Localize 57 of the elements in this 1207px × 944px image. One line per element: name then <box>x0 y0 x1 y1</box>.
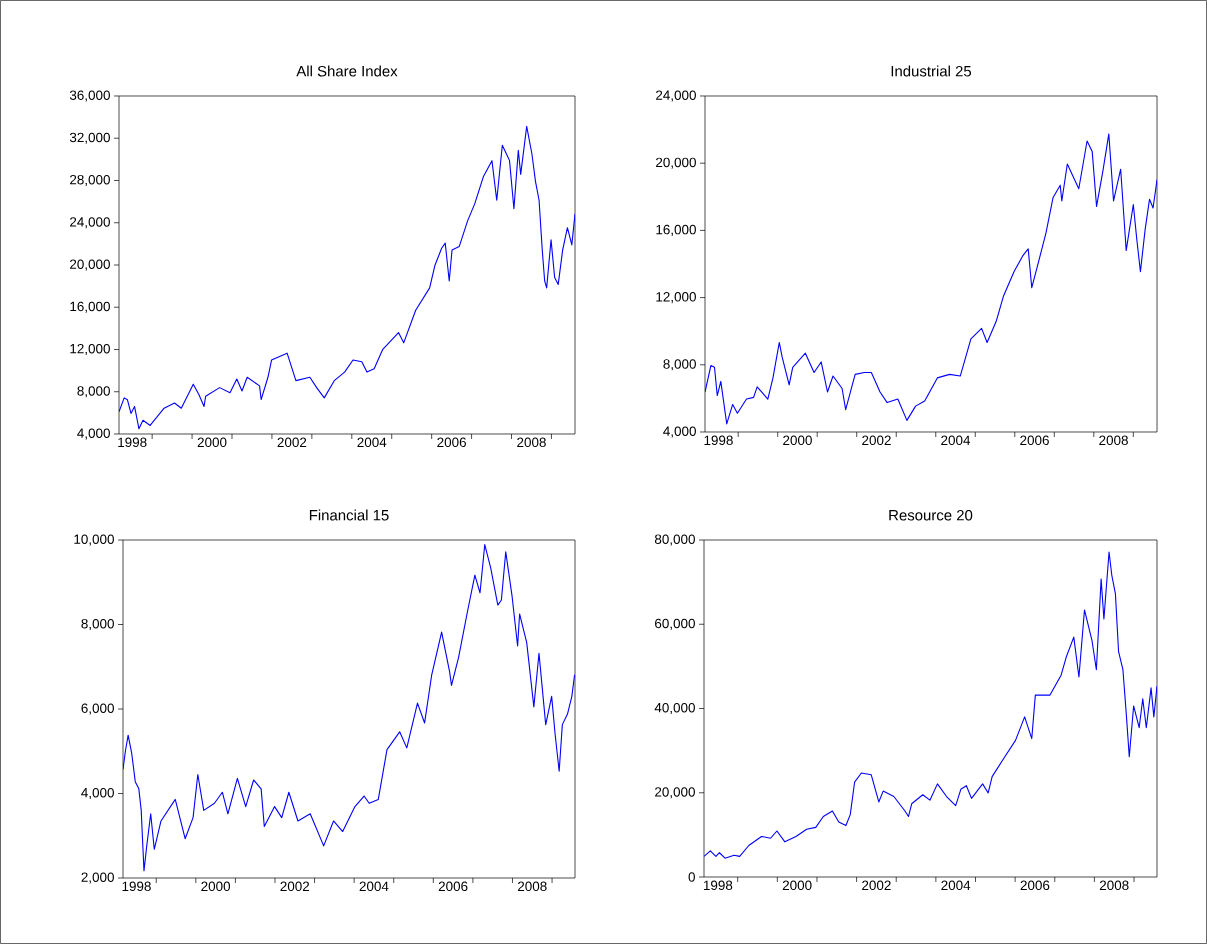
line-series <box>123 544 576 872</box>
y-tick-label: 12,000 <box>656 292 696 304</box>
y-tick-label: 8,000 <box>77 386 110 398</box>
y-tick-label: 24,000 <box>656 90 696 102</box>
x-tick-label: 2006 <box>1020 880 1050 891</box>
y-tick-label: 4,000 <box>77 428 110 440</box>
y-tick-label: 0 <box>688 872 695 882</box>
x-tick-label: 1998 <box>122 881 151 892</box>
x-tick-label: 2006 <box>437 437 466 448</box>
x-tick-label: 1998 <box>118 437 147 448</box>
y-tick-label: 8,000 <box>663 359 696 371</box>
x-tick-label: 1998 <box>704 435 733 446</box>
x-tick-label: 2008 <box>1099 435 1128 446</box>
x-tick-label: 2008 <box>517 437 546 448</box>
x-tick-label: 2004 <box>941 435 971 446</box>
x-tick-label: 2000 <box>783 435 812 446</box>
x-tick-label: 2006 <box>1020 435 1049 446</box>
y-tick-label: 2,000 <box>81 872 114 884</box>
y-tick-label: 8,000 <box>81 618 114 631</box>
y-tick-label: 4,000 <box>81 787 114 800</box>
x-tick-label: 2004 <box>359 881 389 892</box>
chart-title: Resource 20 <box>889 509 973 521</box>
line-series <box>705 133 1158 425</box>
y-tick-label: 80,000 <box>654 534 695 546</box>
y-tick-label: 28,000 <box>70 174 110 187</box>
line-series <box>119 125 576 430</box>
x-tick-label: 2000 <box>201 881 231 892</box>
x-tick-label: 2006 <box>438 881 468 892</box>
chart-title: Industrial 25 <box>891 65 972 77</box>
x-tick-label: 2008 <box>1099 880 1129 891</box>
y-tick-label: 24,000 <box>70 217 110 229</box>
y-tick-label: 12,000 <box>70 343 110 356</box>
x-tick-label: 2002 <box>277 437 307 448</box>
y-tick-label: 20,000 <box>655 787 695 799</box>
x-tick-label: 2002 <box>862 435 891 446</box>
y-tick-label: 20,000 <box>656 157 696 169</box>
y-tick-label: 4,000 <box>663 426 696 438</box>
y-tick-label: 60,000 <box>655 618 695 630</box>
y-tick-label: 20,000 <box>70 259 110 271</box>
x-tick-label: 2000 <box>197 437 227 448</box>
y-tick-label: 40,000 <box>654 702 695 715</box>
x-tick-label: 2004 <box>941 880 971 891</box>
y-tick-label: 32,000 <box>69 132 110 144</box>
x-tick-label: 2004 <box>357 437 387 448</box>
line-series <box>704 551 1158 859</box>
x-tick-label: 2000 <box>782 880 812 891</box>
y-tick-label: 10,000 <box>74 534 114 546</box>
x-tick-label: 2002 <box>862 880 891 891</box>
x-tick-label: 2008 <box>517 881 547 892</box>
chart-title: Financial 15 <box>309 509 389 521</box>
y-tick-label: 16,000 <box>656 224 696 236</box>
chart-title: All Share Index <box>296 65 398 77</box>
x-tick-label: 2002 <box>280 881 310 892</box>
y-tick-label: 6,000 <box>81 703 114 715</box>
y-tick-label: 36,000 <box>69 90 110 102</box>
x-tick-label: 1998 <box>703 880 733 891</box>
y-tick-label: 16,000 <box>70 301 110 313</box>
